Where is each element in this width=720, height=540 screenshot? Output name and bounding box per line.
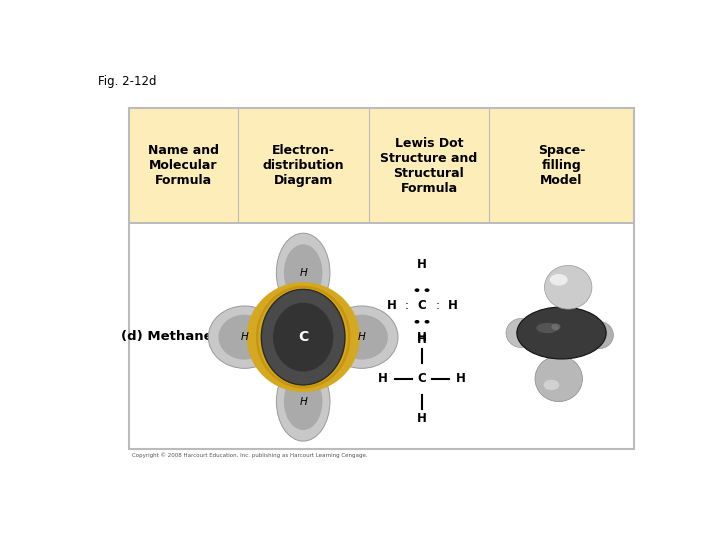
Text: C: C: [418, 300, 426, 313]
Ellipse shape: [585, 321, 613, 349]
Text: Fig. 2-12d: Fig. 2-12d: [99, 75, 157, 88]
Ellipse shape: [535, 356, 582, 402]
Text: Copyright © 2008 Harcourt Education, Inc. publishing as Harcourt Learning Cengag: Copyright © 2008 Harcourt Education, Inc…: [132, 453, 367, 458]
Ellipse shape: [208, 306, 281, 368]
Text: H: H: [417, 333, 427, 346]
Text: H: H: [456, 372, 466, 385]
Ellipse shape: [276, 362, 330, 441]
Text: H: H: [378, 372, 388, 385]
Ellipse shape: [273, 303, 333, 372]
Text: H: H: [387, 300, 396, 313]
Text: H: H: [300, 268, 307, 278]
Ellipse shape: [336, 315, 388, 360]
Ellipse shape: [544, 266, 592, 309]
Text: C: C: [418, 372, 426, 385]
Ellipse shape: [257, 328, 269, 346]
Ellipse shape: [536, 323, 559, 333]
Ellipse shape: [294, 376, 312, 386]
Ellipse shape: [337, 328, 349, 346]
Text: :: :: [436, 300, 440, 313]
Ellipse shape: [276, 233, 330, 312]
Bar: [129, 109, 634, 449]
Ellipse shape: [284, 244, 323, 301]
Text: H: H: [240, 332, 248, 342]
Circle shape: [415, 320, 420, 323]
Ellipse shape: [506, 319, 536, 348]
Text: (d) Methane (CH: (d) Methane (CH: [120, 329, 243, 342]
Text: Electron-
distribution
Diagram: Electron- distribution Diagram: [263, 144, 344, 187]
Text: :: :: [405, 300, 408, 313]
Bar: [129, 223, 634, 449]
Circle shape: [425, 288, 430, 292]
Circle shape: [415, 288, 420, 292]
Text: H: H: [448, 300, 458, 313]
Ellipse shape: [284, 373, 323, 430]
Text: C: C: [298, 330, 308, 344]
Text: Space-
filling
Model: Space- filling Model: [538, 144, 585, 187]
Text: H: H: [417, 411, 427, 425]
Ellipse shape: [544, 380, 559, 390]
Text: H: H: [358, 332, 366, 342]
Ellipse shape: [247, 282, 360, 392]
Ellipse shape: [325, 306, 398, 368]
Ellipse shape: [261, 289, 345, 385]
Text: H: H: [417, 330, 427, 343]
Ellipse shape: [218, 315, 271, 360]
Text: H: H: [417, 258, 427, 271]
Text: ): ): [225, 329, 230, 342]
Ellipse shape: [517, 307, 606, 359]
Bar: [129, 109, 634, 223]
Ellipse shape: [294, 288, 312, 299]
Circle shape: [425, 320, 430, 323]
Text: 4: 4: [220, 338, 227, 348]
Ellipse shape: [550, 274, 567, 286]
Text: Lewis Dot
Structure and
Structural
Formula: Lewis Dot Structure and Structural Formu…: [380, 137, 477, 194]
Text: H: H: [300, 396, 307, 407]
Text: Name and
Molecular
Formula: Name and Molecular Formula: [148, 144, 219, 187]
Circle shape: [552, 323, 560, 330]
